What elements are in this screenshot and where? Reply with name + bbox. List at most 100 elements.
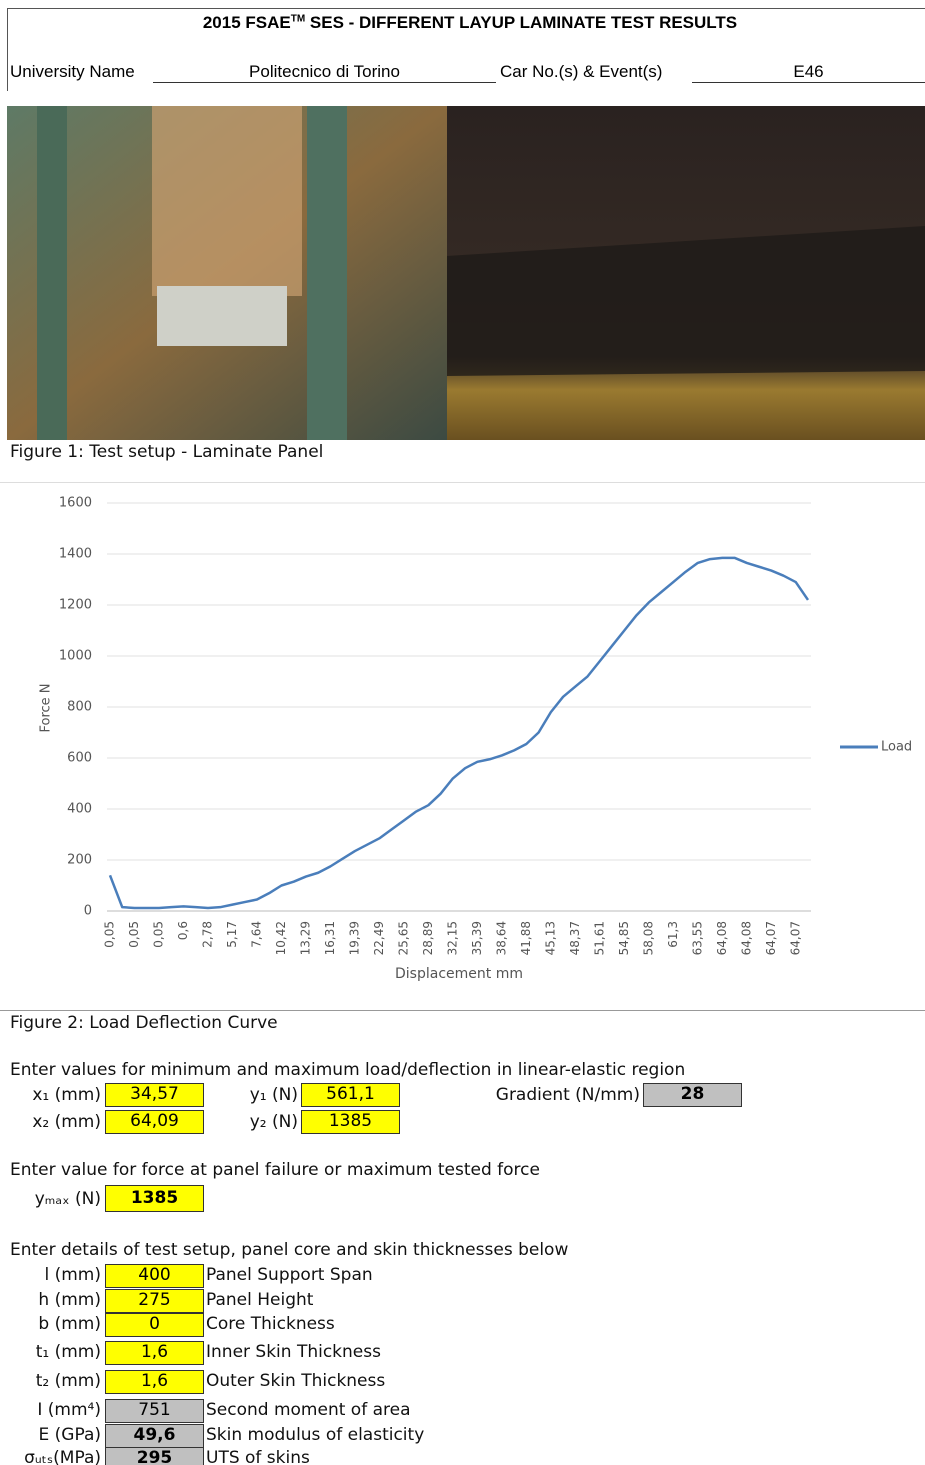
x-tick-label: 35,39: [470, 921, 484, 955]
x-tick-label: 51,61: [592, 921, 606, 955]
chart: Force N Displacement mm 0 200 400 600 800 100…: [0, 482, 925, 1011]
y-tick-label: 800: [67, 700, 92, 715]
field-label: b (mm): [38, 1314, 101, 1334]
title-part: 2015 FSAE: [202, 13, 291, 32]
photo-detail: [37, 106, 67, 440]
photo-detail: [307, 106, 347, 440]
legend-label: Load: [881, 740, 912, 755]
field-value: 1,6: [105, 1370, 204, 1394]
field-value: 28: [643, 1083, 742, 1107]
field-description: Second moment of area: [206, 1400, 411, 1420]
x-tick-label: 64,08: [715, 921, 729, 955]
section-prompt: Enter values for minimum and maximum loa…: [10, 1060, 686, 1080]
field-description: Skin modulus of elasticity: [206, 1425, 425, 1445]
field-value: 49,6: [105, 1424, 204, 1448]
figure-caption: Figure 2: Load Deflection Curve: [10, 1013, 278, 1033]
field-label: y₂ (N): [249, 1112, 298, 1132]
x-tick-label: 0,05: [151, 921, 165, 948]
field-label: E (GPa): [38, 1425, 102, 1445]
x-tick-label: 64,07: [788, 921, 802, 955]
y-axis-label: Force N: [39, 683, 54, 732]
field-value: 295: [105, 1447, 204, 1465]
photo-detail: [152, 106, 302, 296]
y-tick-label: 1000: [59, 649, 92, 664]
x-tick-label: 28,89: [421, 921, 435, 955]
field-value: 275: [105, 1289, 204, 1313]
field-value: 1,6: [105, 1341, 204, 1365]
field-label: x₂ (mm): [32, 1112, 101, 1132]
x-tick-label: 64,08: [739, 921, 753, 955]
y-tick-label: 1200: [59, 598, 92, 613]
x-tick-label: 16,31: [323, 921, 337, 955]
x-tick-label: 10,42: [274, 921, 288, 955]
title-part: SES - DIFFERENT LAYUP LAMINATE TEST RESU…: [305, 13, 738, 32]
field-label: σᵤₜₛ(MPa): [24, 1448, 101, 1465]
field-label: I (mm⁴): [37, 1400, 101, 1420]
car: E46: [692, 62, 925, 83]
x-tick-label: 32,15: [445, 921, 459, 955]
section-prompt: Enter value for force at panel failure o…: [10, 1160, 540, 1180]
header-frame: [7, 8, 925, 91]
title-tm: TM: [290, 13, 306, 25]
x-tick-label: 64,07: [764, 921, 778, 955]
section-prompt: Enter details of test setup, panel core …: [10, 1240, 569, 1260]
university: Politecnico di Torino: [153, 62, 496, 83]
y-tick-label: 200: [67, 853, 92, 868]
car-label: Car No.(s) & Event(s): [500, 62, 663, 81]
field-description: Inner Skin Thickness: [206, 1342, 381, 1362]
field-value: 400: [105, 1264, 204, 1288]
field-description: Core Thickness: [206, 1314, 335, 1334]
x-tick-label: 41,88: [519, 921, 533, 955]
field-description: Panel Height: [206, 1290, 314, 1310]
photo-detail: [447, 226, 925, 376]
x-tick-label: 0,05: [103, 921, 117, 948]
field-label: y₁ (N): [249, 1085, 298, 1105]
field-value: 64,09: [105, 1110, 204, 1134]
y-tick-label: 1600: [59, 496, 92, 511]
field-label: t₁ (mm): [35, 1342, 101, 1362]
field-value: 1385: [105, 1185, 204, 1212]
x-tick-label: 58,08: [641, 921, 655, 955]
y-tick-label: 400: [67, 802, 92, 817]
x-tick-label: 13,29: [298, 921, 312, 955]
x-tick-label: 25,65: [396, 921, 410, 955]
field-label: Gradient (N/mm): [495, 1085, 640, 1105]
figure-caption: Figure 1: Test setup - Laminate Panel: [10, 442, 324, 462]
x-tick-label: 7,64: [249, 921, 263, 948]
photo-detail: [157, 286, 287, 346]
field-description: Outer Skin Thickness: [206, 1371, 386, 1391]
x-tick-label: 45,13: [543, 921, 557, 955]
y-tick-label: 600: [67, 751, 92, 766]
title: 2015 FSAETM SES - DIFFERENT LAYUP LAMINA…: [0, 13, 925, 33]
data-line: [108, 556, 810, 910]
field-label: yₘₐₓ (N): [34, 1189, 101, 1209]
university-label: University Name: [10, 62, 135, 81]
field-value: 0: [105, 1313, 204, 1337]
field-value: 1385: [301, 1110, 400, 1134]
x-tick-label: 5,17: [225, 921, 239, 948]
field-label: t₂ (mm): [35, 1371, 101, 1391]
x-tick-label: 54,85: [617, 921, 631, 955]
field-description: UTS of skins: [206, 1448, 310, 1465]
x-tick-label: 61,3: [666, 921, 680, 948]
field-description: Panel Support Span: [206, 1265, 373, 1285]
x-tick-label: 19,39: [347, 921, 361, 955]
y-tick-label: 1400: [59, 547, 92, 562]
x-tick-label: 48,37: [568, 921, 582, 955]
x-tick-label: 0,05: [127, 921, 141, 948]
field-value: 34,57: [105, 1083, 204, 1107]
x-tick-label: 63,55: [690, 921, 704, 955]
x-tick-label: 2,78: [200, 921, 214, 948]
field-label: h (mm): [38, 1290, 101, 1310]
y-tick-label: 0: [84, 904, 92, 919]
field-label: l (mm): [44, 1265, 101, 1285]
x-tick-label: 38,64: [494, 921, 508, 955]
photos: [7, 106, 925, 440]
x-axis-label: Displacement mm: [395, 966, 523, 982]
field-value: 561,1: [301, 1083, 400, 1107]
x-tick-label: 0,6: [176, 921, 190, 940]
field-value: 751: [105, 1399, 204, 1423]
x-tick-label: 22,49: [372, 921, 386, 955]
field-label: x₁ (mm): [32, 1085, 101, 1105]
